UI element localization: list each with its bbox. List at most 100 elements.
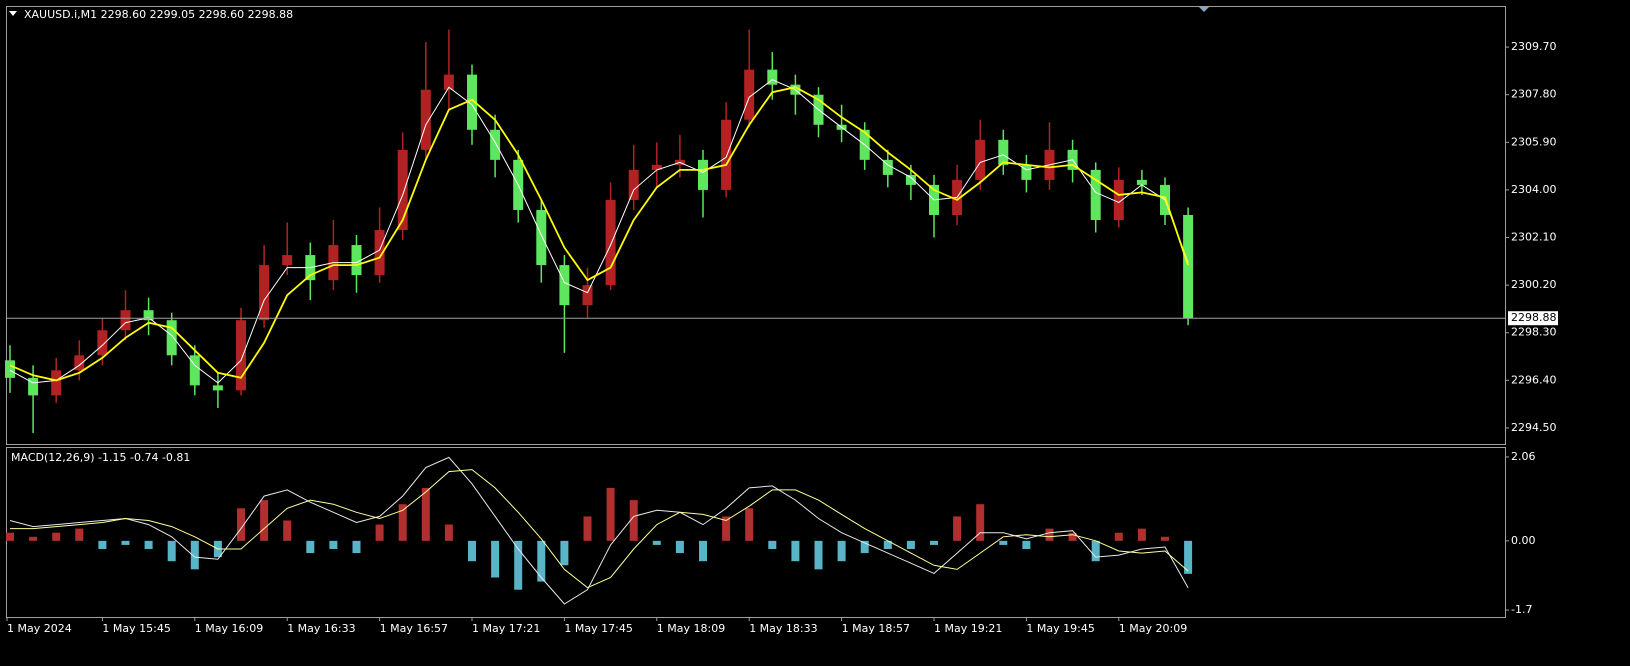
macd-bar [1161, 536, 1169, 541]
macd-bar [1137, 528, 1146, 541]
price-pane-frame [6, 6, 1506, 445]
candle-body [1090, 169, 1101, 220]
macd-bar [652, 540, 661, 545]
y-tick-label: 2294.50 [1511, 421, 1557, 434]
last-price-label: 2298.88 [1511, 311, 1557, 324]
x-tick-label: 1 May 17:45 [564, 622, 632, 635]
macd-bar [6, 532, 14, 541]
candle-body [189, 355, 200, 386]
candle-body [744, 69, 755, 120]
y-tick-label: 2298.30 [1511, 326, 1557, 339]
candle-body [490, 129, 501, 160]
candle-body [212, 385, 223, 391]
candle-body [628, 169, 639, 200]
y-tick-label: 2302.10 [1511, 231, 1557, 244]
candle-body [1136, 179, 1147, 185]
macd-bar [930, 540, 938, 545]
candle-body [51, 370, 62, 396]
macd-line [10, 469, 1189, 589]
y-tick-label: -1.7 [1511, 603, 1532, 616]
candle-body [1021, 164, 1032, 180]
macd-bar [283, 520, 292, 541]
candle-body [605, 199, 616, 286]
candle-body [166, 320, 177, 356]
macd-bar [75, 528, 84, 541]
macd-bar [514, 540, 523, 590]
candle-body [767, 69, 778, 85]
macd-bar [398, 504, 407, 541]
x-tick-label: 1 May 18:09 [657, 622, 725, 635]
candle-body [905, 174, 916, 185]
candle-body [998, 139, 1009, 165]
macd-bar [260, 500, 269, 541]
candle-body [28, 377, 39, 396]
x-tick-label: 1 May 2024 [7, 622, 72, 635]
macd-bar [144, 540, 153, 549]
macd-bar [190, 540, 199, 570]
candle-body [236, 320, 246, 391]
candle-body [97, 330, 108, 356]
macd-bar [699, 540, 707, 562]
candle-body [282, 255, 293, 266]
x-tick-label: 1 May 15:45 [102, 622, 170, 635]
y-tick-label: 2304.00 [1511, 183, 1557, 196]
macd-bar [491, 540, 500, 578]
x-tick-label: 1 May 16:09 [195, 622, 263, 635]
macd-bar [791, 540, 800, 562]
macd-bar [98, 540, 107, 549]
candle-body [651, 164, 662, 170]
y-tick-label: 2300.20 [1511, 278, 1557, 291]
candle-body [351, 245, 362, 276]
macd-bar [237, 508, 245, 541]
macd-bar [375, 524, 384, 541]
macd-bar [976, 504, 985, 541]
y-tick-label: 2296.40 [1511, 373, 1557, 386]
candle-body [143, 310, 154, 321]
macd-bar [860, 540, 869, 554]
macd-bar [1068, 532, 1077, 541]
candle-body [74, 355, 85, 371]
symbol-menu-arrow[interactable] [9, 11, 17, 16]
macd-bar [629, 500, 638, 541]
macd-bar [583, 516, 592, 541]
macd-bar [953, 516, 962, 541]
moving-average [9, 79, 1189, 384]
macd-bar [167, 540, 176, 562]
last-price-box [1508, 311, 1558, 326]
macd-bar [999, 540, 1008, 545]
candle-body [698, 159, 708, 190]
macd-bar [1045, 528, 1054, 541]
shift-marker[interactable] [1199, 7, 1209, 12]
candle-body [975, 139, 986, 180]
candle-body [1183, 214, 1194, 319]
macd-bar [306, 540, 315, 554]
candle-body [5, 360, 15, 378]
macd-bar [468, 540, 476, 562]
candle-body [721, 119, 732, 190]
y-tick-label: 0.00 [1511, 534, 1536, 547]
x-tick-label: 1 May 20:09 [1119, 622, 1187, 635]
candle-body [536, 209, 547, 266]
macd-bar [352, 540, 361, 554]
macd-bar [1114, 532, 1123, 541]
macd-bar [1091, 540, 1100, 562]
candle-body [120, 310, 131, 331]
macd-bar [121, 540, 130, 545]
macd-bar [1022, 540, 1031, 549]
macd-bar [814, 540, 823, 570]
candle-body [259, 265, 270, 321]
candle-body [397, 149, 408, 231]
y-tick-label: 2.06 [1511, 450, 1536, 463]
candle-body [882, 159, 893, 175]
y-tick-label: 2307.80 [1511, 88, 1557, 101]
x-tick-label: 1 May 18:57 [842, 622, 910, 635]
macd-line [9, 456, 1189, 605]
macd-bar [675, 540, 684, 554]
x-tick-label: 1 May 16:33 [287, 622, 355, 635]
candle-body [420, 89, 431, 150]
moving-average [9, 86, 1189, 382]
macd-bar [883, 540, 892, 549]
macd-bar [1184, 540, 1193, 574]
macd-bar [444, 524, 453, 541]
